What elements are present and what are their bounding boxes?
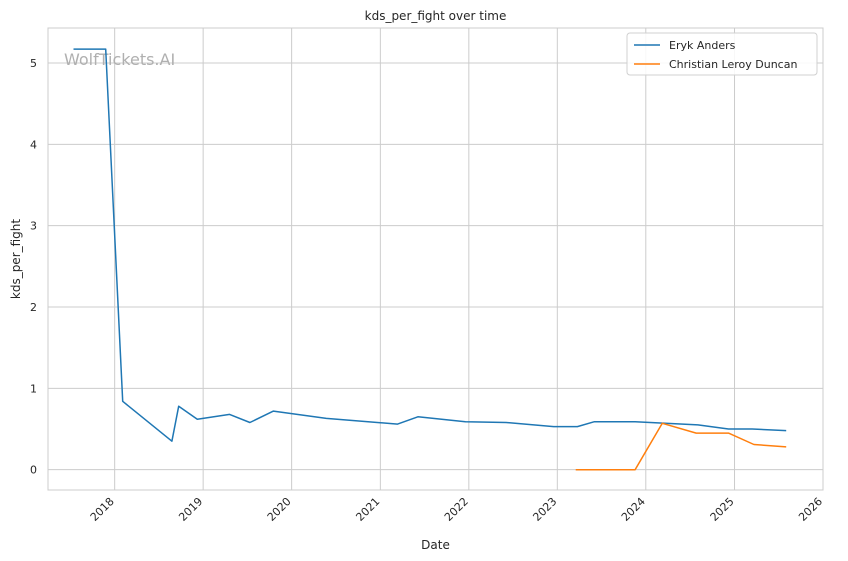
y-tick-labels: 0 1 2 3 4 5	[30, 57, 37, 477]
legend-box	[626, 32, 818, 76]
y-tick-label: 3	[30, 220, 37, 233]
x-axis-label: Date	[421, 538, 450, 552]
y-tick-label: 0	[30, 464, 37, 477]
legend: Eryk Anders Christian Leroy Duncan	[626, 32, 818, 76]
legend-label-eryk-anders: Eryk Anders	[669, 39, 736, 52]
y-axis-label: kds_per_fight	[9, 219, 23, 300]
y-tick-label: 4	[30, 138, 37, 151]
watermark: WolfTickets.AI	[64, 50, 175, 69]
plot-frame	[47, 27, 824, 491]
series-line-eryk-anders	[73, 48, 787, 442]
legend-label-christian-leroy-duncan: Christian Leroy Duncan	[669, 58, 797, 71]
y-tick-label: 2	[30, 301, 37, 314]
y-tick-label: 5	[30, 57, 37, 70]
chart-title: kds_per_fight over time	[365, 9, 507, 23]
series-line-christian-leroy-duncan	[575, 422, 787, 471]
grid	[48, 28, 824, 490]
y-tick-label: 1	[30, 382, 37, 395]
series-layer	[73, 48, 787, 471]
